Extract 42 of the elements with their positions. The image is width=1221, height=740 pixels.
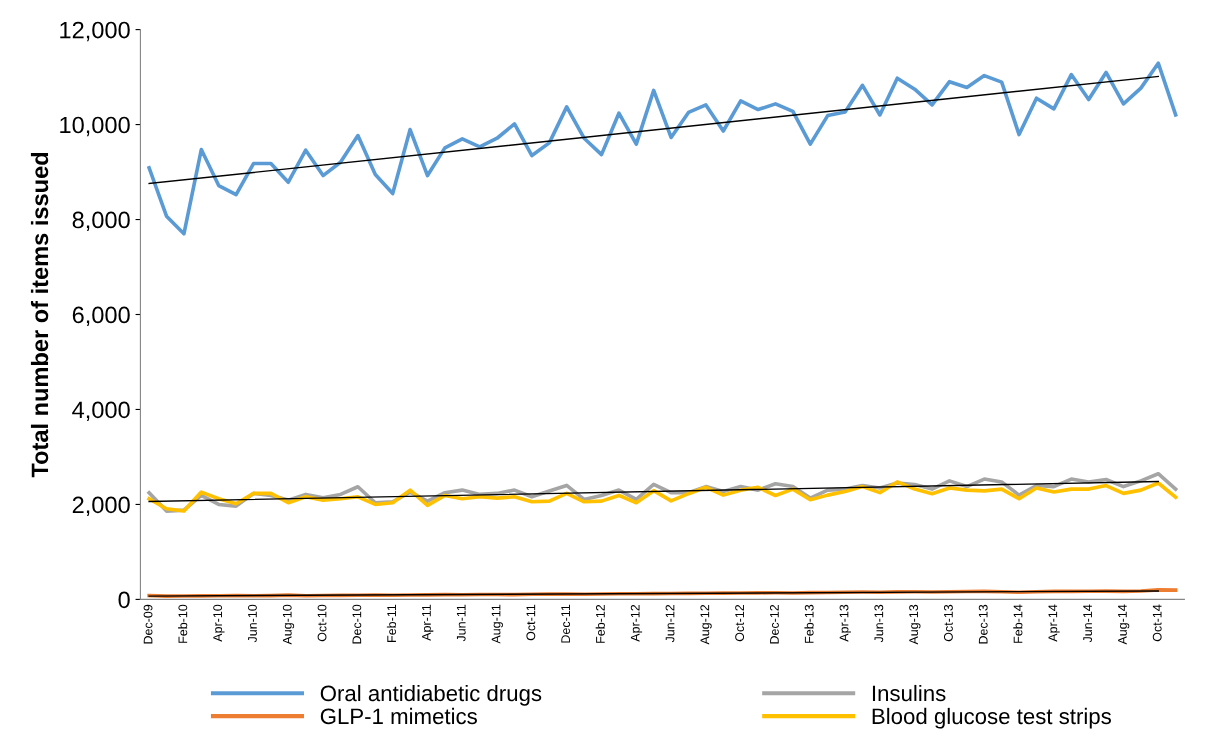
x-tick-label: Jun-12 <box>665 604 675 643</box>
x-tick-label: Aug-12 <box>700 604 712 645</box>
legend-label: GLP-1 mimetics <box>320 707 477 725</box>
x-tick-label: Aug-11 <box>491 604 503 644</box>
y-tick-label: 4,000 <box>72 401 130 422</box>
x-tick-label: Dec-12 <box>769 604 779 644</box>
x-tick-label: Feb-14 <box>1013 604 1023 643</box>
legend-label: Insulins <box>872 684 946 702</box>
x-tick-label: Dec-13 <box>978 604 988 644</box>
x-tick-label: Oct-13 <box>943 604 953 642</box>
x-tick-label: Jun-14 <box>1083 604 1093 643</box>
x-tick-label: Apr-11 <box>422 604 434 641</box>
y-tick-label: 12,000 <box>60 21 130 42</box>
x-tick-label: Aug-14 <box>1118 604 1130 645</box>
x-tick-label: Dec-10 <box>352 604 362 644</box>
x-tick-label: Feb-13 <box>804 604 814 643</box>
y-tick-label: 0 <box>118 591 130 609</box>
x-tick-label: Oct-10 <box>317 604 327 642</box>
legend-label: Oral antidiabetic drugs <box>320 684 542 706</box>
x-tick-label: Feb-11 <box>386 604 397 642</box>
y-tick-label: 6,000 <box>72 306 130 327</box>
x-tick-label: Apr-13 <box>839 604 851 642</box>
x-tick-label: Jun-10 <box>248 604 257 643</box>
y-tick-label: 8,000 <box>72 211 130 232</box>
x-tick-label: Apr-12 <box>630 604 643 642</box>
x-tick-label: Feb-10 <box>178 604 188 643</box>
y-tick-label: 2,000 <box>72 496 130 517</box>
x-tick-label: Oct-11 <box>526 604 536 641</box>
x-tick-label: Dec-11 <box>561 604 571 643</box>
x-tick-label: Apr-10 <box>213 604 225 642</box>
x-tick-label: Dec-09 <box>143 604 153 644</box>
x-tick-label: Oct-14 <box>1152 604 1162 642</box>
y-tick-label: 10,000 <box>60 116 130 137</box>
x-tick-label: Feb-12 <box>595 604 605 643</box>
x-tick-label: Jun-11 <box>456 604 466 642</box>
x-tick-label: Aug-10 <box>282 604 295 645</box>
x-tick-label: Aug-13 <box>909 604 921 645</box>
x-tick-label: Oct-12 <box>735 604 745 642</box>
legend-label: Blood glucose test strips <box>872 707 1111 729</box>
x-tick-label: Jun-13 <box>874 604 884 643</box>
y-axis-title: Total number of items issued <box>30 152 49 478</box>
x-tick-label: Apr-14 <box>1048 604 1060 642</box>
